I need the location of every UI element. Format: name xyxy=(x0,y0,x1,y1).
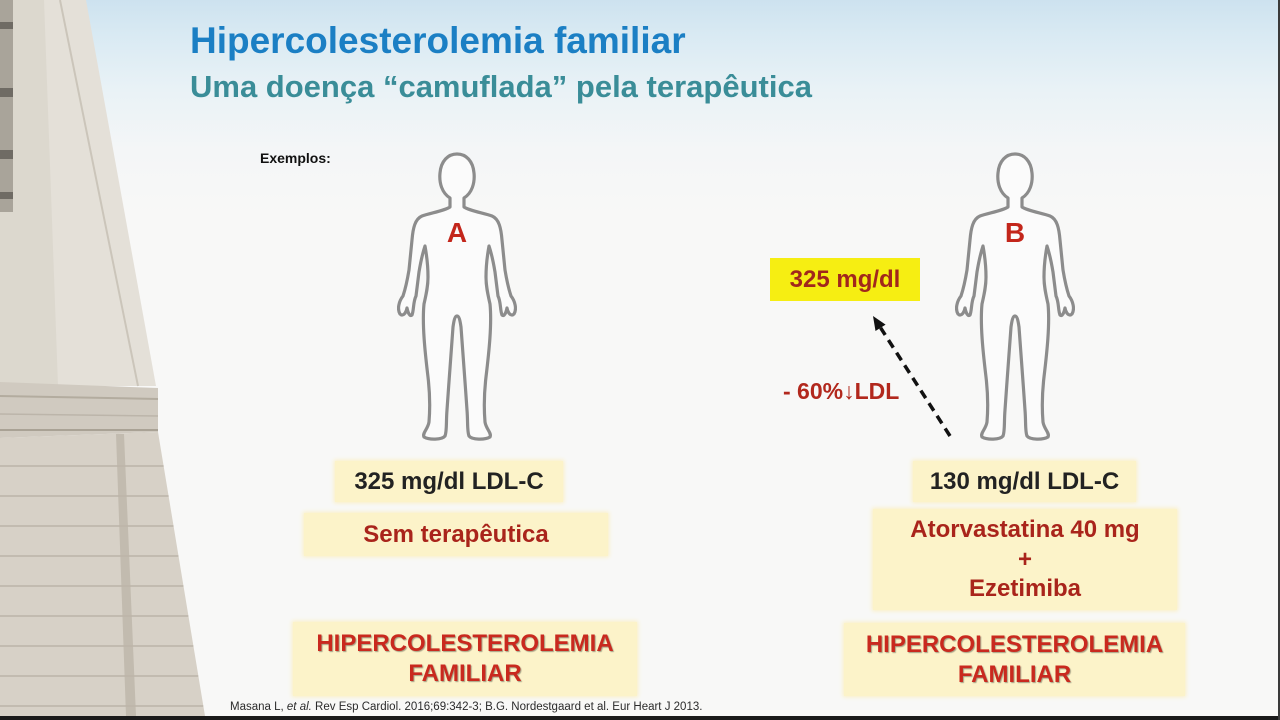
stone-block-lines xyxy=(0,465,204,707)
citation: Masana L, et al. Rev Esp Cardiol. 2016;6… xyxy=(230,700,702,714)
diagnosis-text-a: HIPERCOLESTEROLEMIA FAMILIAR xyxy=(316,630,614,687)
building-facade-shade xyxy=(0,0,58,386)
human-figure-outline xyxy=(955,152,1075,441)
examples-label: Exemplos: xyxy=(260,150,331,166)
building-window xyxy=(0,22,13,29)
cornice-line xyxy=(0,395,159,400)
building-window xyxy=(0,192,13,199)
cornice-line xyxy=(0,413,159,417)
diagnosis-box-b: HIPERCOLESTEROLEMIA FAMILIAR xyxy=(844,623,1185,696)
building-window-column xyxy=(0,0,13,212)
diagnosis-box-a: HIPERCOLESTEROLEMIA FAMILIAR xyxy=(293,622,637,696)
building-lower-wall xyxy=(0,432,205,716)
untreated-ldl-value: 325 mg/dl xyxy=(789,265,901,293)
human-figure-icon xyxy=(955,152,1075,441)
ldl-value-a: 325 mg/dl LDL-C xyxy=(354,467,544,495)
citation-et-al: et al. xyxy=(286,701,312,713)
human-figure-outline xyxy=(397,152,517,441)
slide-subtitle: Uma doença “camuflada” pela terapêutica xyxy=(190,69,812,104)
citation-lead: Masana L, xyxy=(230,701,284,713)
therapy-line-drug-2: Ezetimiba xyxy=(968,575,1082,603)
human-figure-icon xyxy=(397,152,517,441)
slide-title: Hipercolesterolemia familiar xyxy=(190,20,686,61)
building-background xyxy=(0,0,205,716)
right-border xyxy=(1278,0,1280,720)
dashed-arrow-line xyxy=(879,326,952,437)
therapy-box-b: Atorvastatina 40 mg + Ezetimiba xyxy=(873,509,1177,610)
citation-rest: Rev Esp Cardiol. 2016;69:342-3; B.G. Nor… xyxy=(315,701,703,713)
therapy-line-drug-1: Atorvastatina 40 mg xyxy=(910,516,1140,544)
bottom-border xyxy=(0,716,1280,720)
building-window xyxy=(0,88,13,97)
dashed-arrow-icon xyxy=(873,316,952,437)
building-window xyxy=(0,150,13,159)
ldl-value-b: 130 mg/dl LDL-C xyxy=(929,467,1120,495)
therapy-line-plus: + xyxy=(1017,545,1032,573)
ldl-box-b: 130 mg/dl LDL-C xyxy=(913,461,1136,502)
ldl-reduction-label: - 60%↓LDL xyxy=(783,378,900,404)
therapy-text-a: Sem terapêutica xyxy=(363,520,549,548)
ldl-box-a: 325 mg/dl LDL-C xyxy=(335,461,563,502)
patient-a-label: A xyxy=(446,217,468,248)
patient-b-label: B xyxy=(1004,217,1026,248)
dashed-arrow-head xyxy=(873,316,886,331)
therapy-box-a: Sem terapêutica xyxy=(304,513,608,556)
diagnosis-text-b: HIPERCOLESTEROLEMIA FAMILIAR xyxy=(865,630,1164,688)
untreated-ldl-highlight: 325 mg/dl xyxy=(770,258,920,301)
building-corner-line xyxy=(59,0,139,387)
